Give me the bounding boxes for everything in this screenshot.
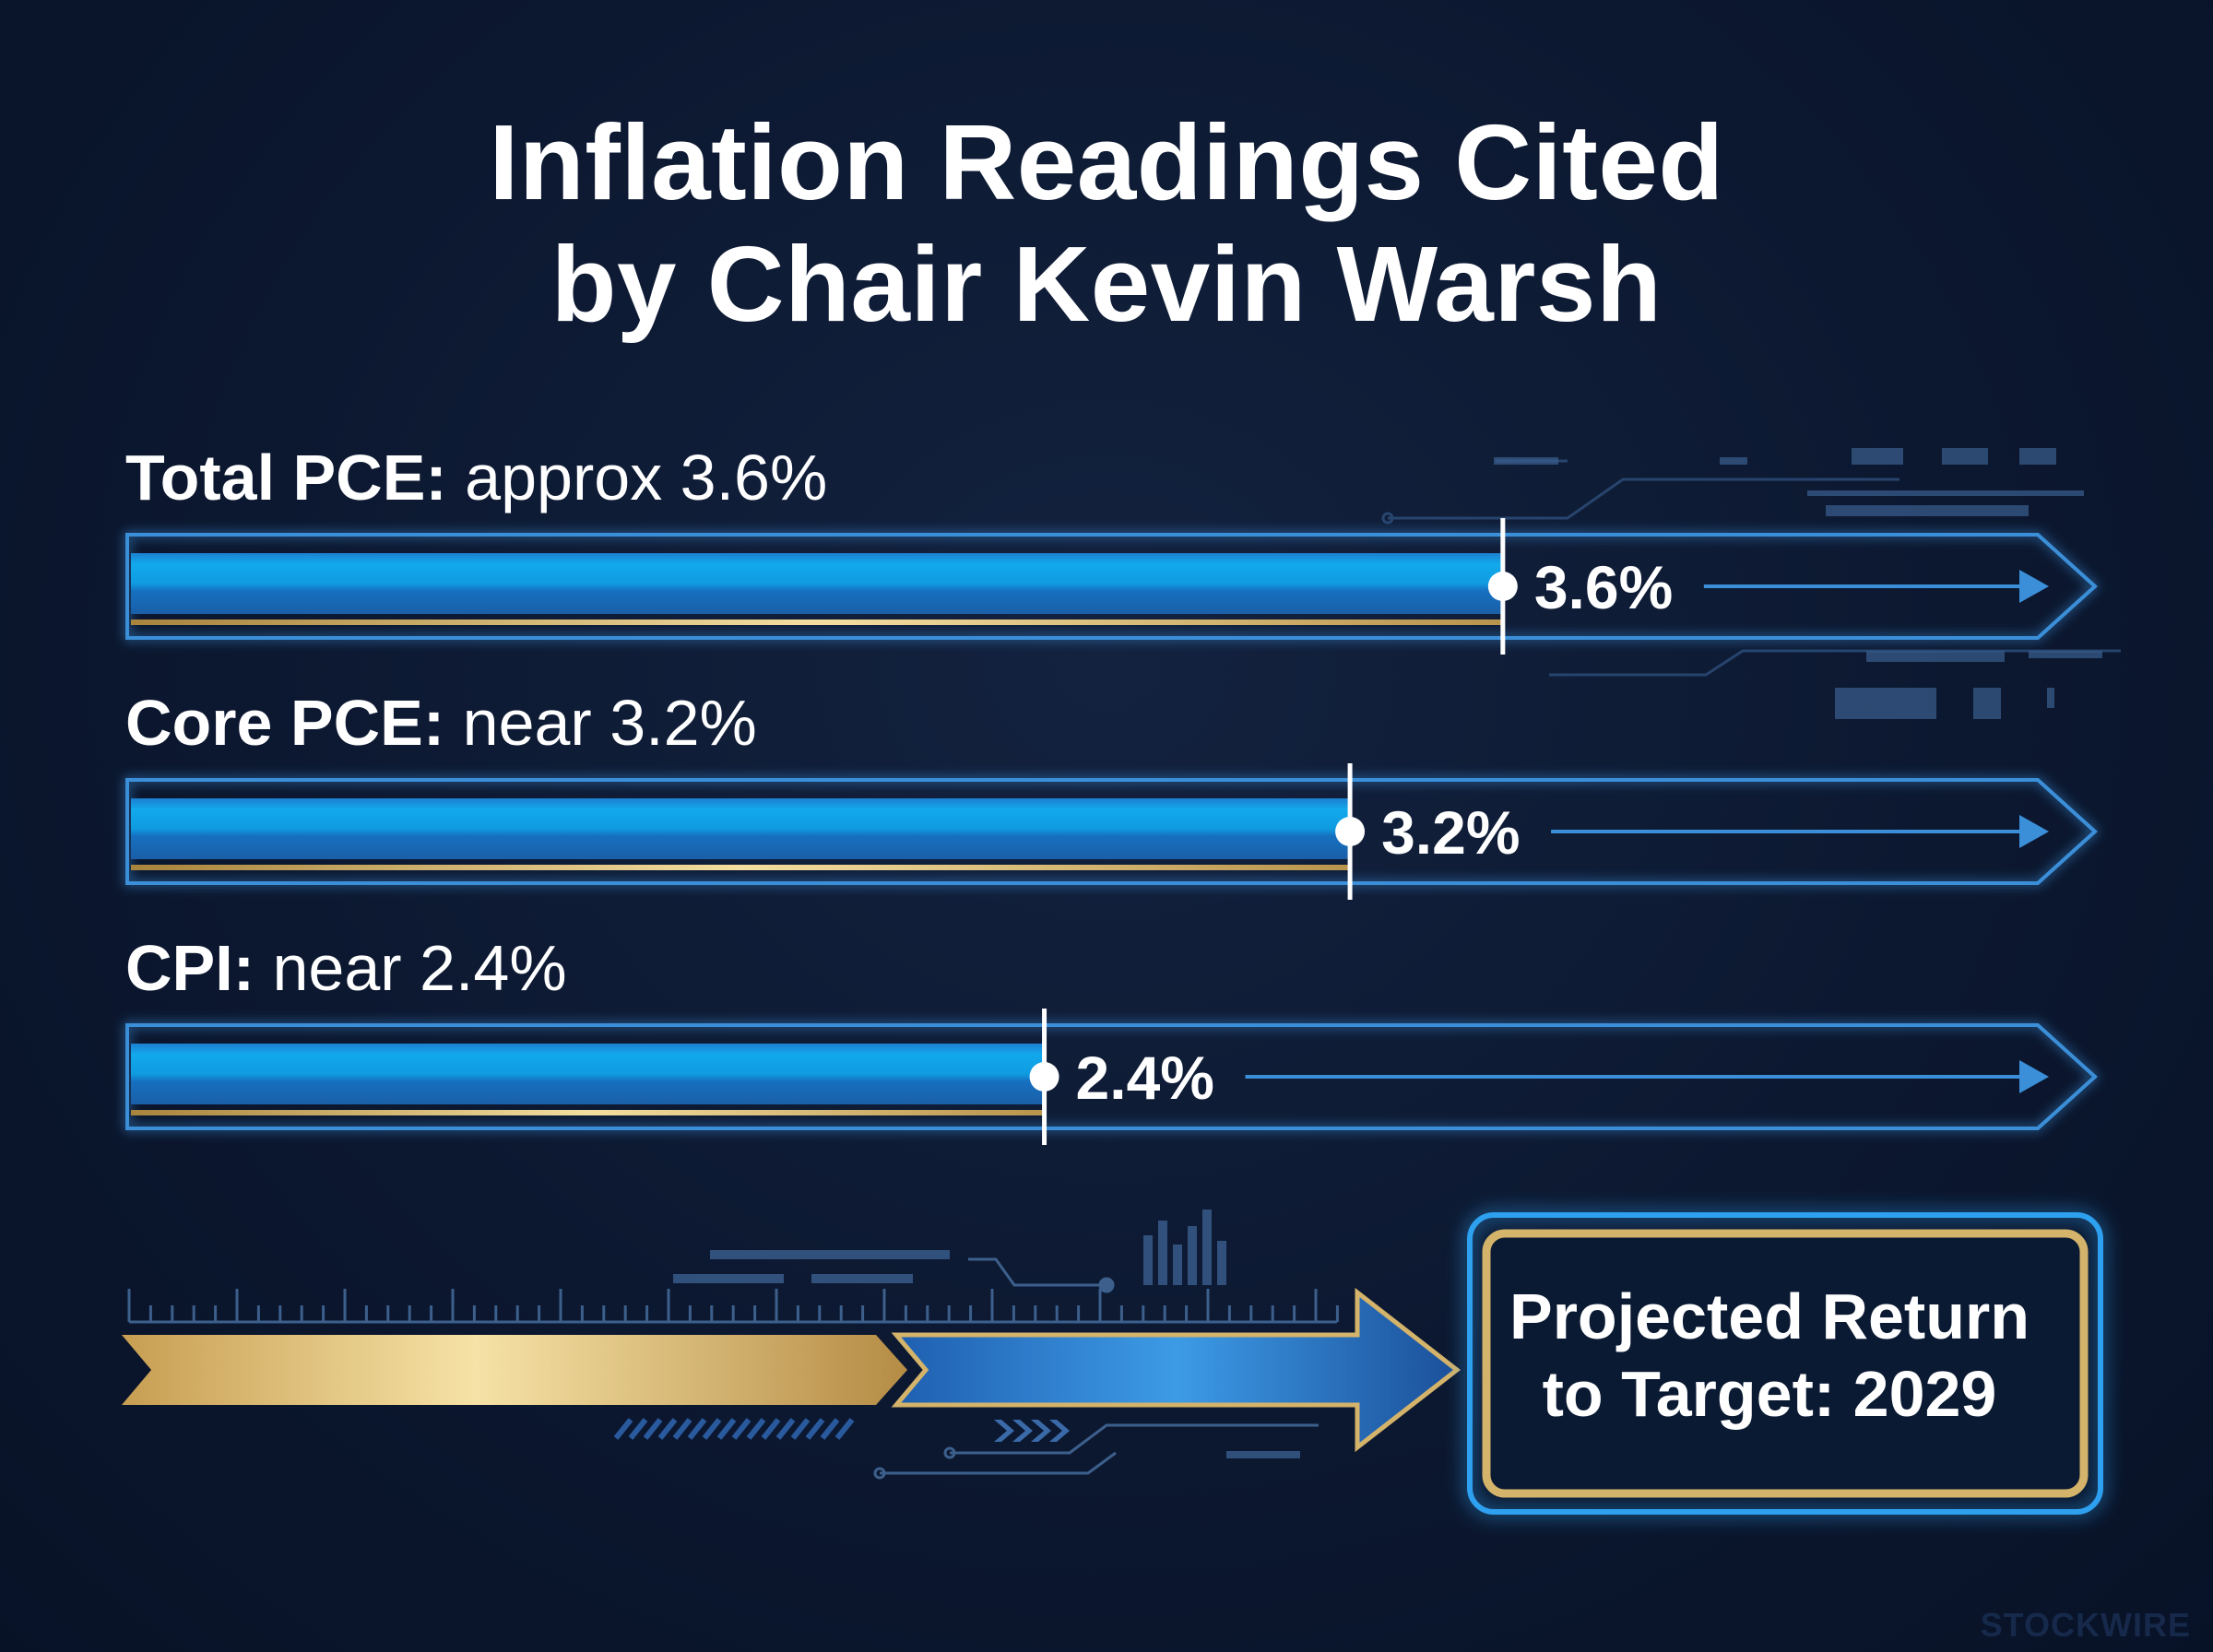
bar-track-core-pce [125, 778, 2098, 885]
chart-title: Inflation Readings Cited by Chair Kevin … [0, 101, 2213, 345]
bar-track-cpi [125, 1023, 2098, 1130]
ruler-ticks [127, 1289, 1339, 1322]
bar-qualifier: near 2.4% [272, 932, 567, 1004]
bar-qualifier: near 3.2% [462, 687, 757, 759]
trend-arrow-head [2019, 1060, 2049, 1093]
decorative-code-ticks [1494, 448, 2102, 719]
projection-line-1: Projected Return [1509, 1280, 2030, 1352]
value-marker-dot [1335, 817, 1366, 846]
bar-group: 3.2% [131, 763, 2049, 900]
bar-gold-underline [131, 620, 1503, 625]
bar-name: Core PCE [125, 687, 423, 759]
projection-text: Projected Return to Target: 2029 [1509, 1278, 2030, 1433]
bar-gold-underline [131, 865, 1351, 870]
projection-box: Projected Return to Target: 2029 [1473, 1217, 2065, 1493]
bar-track-total-pce [125, 533, 2098, 640]
value-label: 2.4% [1076, 1044, 1214, 1112]
chart-title-line-1: Inflation Readings Cited [489, 102, 1724, 222]
bar-label-core-pce: Core PCE: near 3.2% [125, 687, 757, 759]
bar-name: CPI [125, 932, 233, 1004]
bar-group: 3.6% [131, 518, 2049, 655]
decorative-chevrons [994, 1420, 1070, 1442]
bar [131, 798, 1351, 859]
value-marker-dot [1029, 1062, 1059, 1092]
value-label: 3.6% [1534, 553, 1673, 621]
value-marker-dot [1487, 572, 1518, 601]
decorative-hatch [613, 1418, 855, 1440]
watermark-logo: STOCKWIRE [1980, 1606, 2191, 1644]
trend-arrow-head [2019, 815, 2049, 848]
projection-box-outer-frame [1467, 1212, 2103, 1515]
bar-gold-underline [131, 1110, 1045, 1115]
decorative-equalizer [673, 1210, 1300, 1458]
bar-group: 2.4% [131, 1009, 2049, 1145]
bars-layer: 3.6% 3.2% 2.4% [131, 518, 2049, 1145]
bar-label-total-pce: Total PCE: approx 3.6% [125, 442, 828, 513]
decorative-circuit-bottom [873, 1257, 1319, 1480]
value-label: 3.2% [1381, 798, 1520, 867]
projection-box-inner-frame [1482, 1229, 2089, 1498]
bar-label-cpi: CPI: near 2.4% [125, 932, 567, 1004]
blue-progress-arrow [891, 1287, 1462, 1453]
bar [131, 553, 1503, 614]
gold-progress-arrow [122, 1335, 907, 1405]
projection-line-2: to Target: 2029 [1542, 1358, 1997, 1430]
bar [131, 1044, 1045, 1104]
trend-arrow-head [2019, 570, 2049, 603]
bar-tracks [125, 533, 2098, 1130]
bar-qualifier: approx 3.6% [465, 442, 828, 513]
chart-title-line-2: by Chair Kevin Warsh [550, 224, 1663, 344]
bar-name: Total PCE [125, 442, 426, 513]
